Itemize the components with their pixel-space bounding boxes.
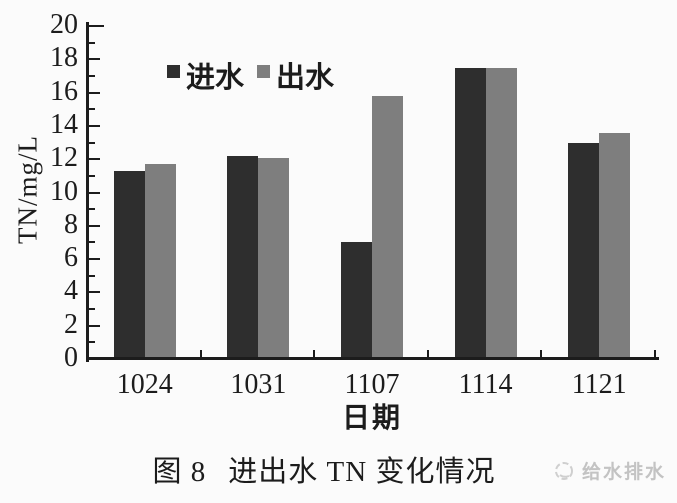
figure-caption: 图 8 进出水 TN 变化情况 xyxy=(0,448,648,490)
bar-inflow xyxy=(454,67,486,360)
watermark-logo-icon xyxy=(555,461,573,480)
x-axis-line xyxy=(86,357,659,360)
y-major-tick xyxy=(89,124,100,127)
y-major-tick xyxy=(89,91,100,94)
y-minor-tick xyxy=(89,341,95,344)
y-minor-tick xyxy=(89,174,95,177)
y-tick-label: 18 xyxy=(50,42,78,74)
bar-outflow xyxy=(372,95,403,360)
bar-inflow xyxy=(113,170,145,360)
y-minor-tick xyxy=(89,241,95,244)
watermark: 给水排水 xyxy=(552,457,666,484)
y-minor-tick xyxy=(89,274,95,277)
x-tick-label: 1107 xyxy=(344,369,400,400)
y-tick-label: 20 xyxy=(50,9,78,40)
x-boundary-tick xyxy=(654,350,656,360)
y-tick-label: 12 xyxy=(50,142,78,174)
y-major-tick xyxy=(89,58,100,61)
y-tick-label: 4 xyxy=(64,275,78,307)
y-minor-tick xyxy=(89,41,95,44)
x-boundary-tick xyxy=(199,350,202,360)
figure-caption-number: 图 8 xyxy=(152,456,207,488)
y-tick-label: 8 xyxy=(64,208,78,240)
x-tick-label: 1024 xyxy=(116,369,173,400)
legend-item-outflow: 出水 xyxy=(257,54,334,96)
bar-outflow xyxy=(599,132,631,360)
y-tick-label: 2 xyxy=(64,308,78,340)
watermark-text: 给水排水 xyxy=(582,462,667,483)
y-axis-title: TN/mg/L xyxy=(12,135,43,244)
figure-caption-text: 进出水 TN 变化情况 xyxy=(228,456,496,488)
bar-outflow xyxy=(144,164,176,360)
x-tick-label: 1031 xyxy=(230,369,287,400)
bar-inflow xyxy=(568,142,600,360)
y-major-tick xyxy=(89,25,104,27)
y-minor-tick xyxy=(89,208,95,211)
y-tick-label: 10 xyxy=(50,175,78,207)
bar-outflow xyxy=(485,67,517,360)
y-major-tick xyxy=(89,224,100,227)
legend-label-inflow: 进水 xyxy=(186,62,245,94)
y-major-tick xyxy=(89,191,100,194)
x-boundary-tick xyxy=(540,350,543,360)
y-tick-label: 6 xyxy=(64,242,78,274)
legend-item-inflow: 进水 xyxy=(167,54,244,96)
bar-outflow xyxy=(258,157,290,360)
y-major-tick xyxy=(89,324,100,327)
legend: 进水 出水 xyxy=(167,54,334,96)
x-boundary-tick xyxy=(426,350,429,360)
x-tick-label: 1121 xyxy=(571,369,627,400)
x-boundary-tick xyxy=(313,350,316,360)
x-tick-label: 1114 xyxy=(458,369,513,400)
x-axis-title: 日期 xyxy=(341,403,402,434)
y-tick-label: 14 xyxy=(50,108,78,140)
legend-swatch-inflow-icon xyxy=(167,65,180,78)
bar-inflow xyxy=(341,242,372,360)
bar-inflow xyxy=(227,155,259,360)
y-major-tick xyxy=(89,258,100,261)
y-minor-tick xyxy=(89,141,95,144)
y-minor-tick xyxy=(89,308,95,311)
y-axis-line xyxy=(86,22,89,362)
y-minor-tick xyxy=(89,74,95,77)
y-tick-label: 0 xyxy=(64,342,78,373)
legend-swatch-outflow-icon xyxy=(257,65,271,78)
y-minor-tick xyxy=(89,108,95,111)
y-tick-label: 16 xyxy=(50,75,78,107)
y-major-tick xyxy=(89,291,100,294)
y-major-tick xyxy=(89,158,100,161)
legend-label-outflow: 出水 xyxy=(276,62,335,94)
